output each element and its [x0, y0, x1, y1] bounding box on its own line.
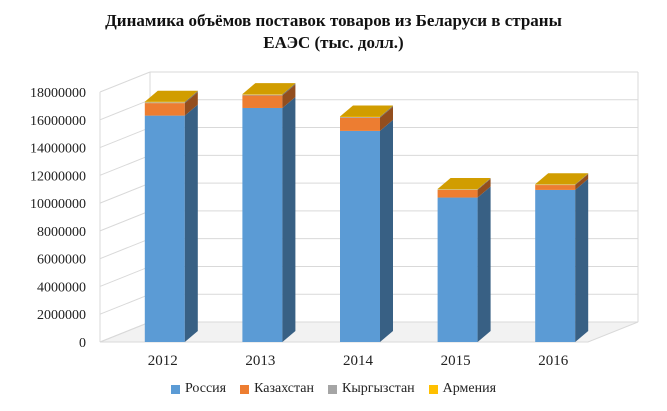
bar-2012-1-side — [184, 92, 198, 116]
bar-2014-top — [340, 105, 393, 117]
legend-item: Казахстан — [240, 381, 314, 397]
legend-swatch — [170, 384, 180, 394]
bar-2015-1-front — [437, 189, 478, 198]
legend-label: Кыргызстан — [342, 381, 415, 396]
chart-title-line-2: ЕАЭС (тыс. долл.) — [263, 33, 404, 52]
bar-2013-1-front — [242, 95, 283, 108]
bar-2012-2-front — [144, 102, 185, 104]
legend-label: Россия — [184, 381, 227, 396]
bar-2012-top — [144, 90, 198, 102]
bar-2016-3-side — [575, 173, 589, 185]
y-tick-label: 8000000 — [37, 225, 86, 240]
axis-layer: 0 2000000 4000000 6000000 8000000 10000000 120… — [30, 86, 86, 351]
legend-item: Армения — [428, 381, 497, 397]
chart-title: Динамика объёмов поставок товаров из Бел… — [0, 10, 667, 54]
bar-2016-0-side — [575, 178, 589, 342]
bar-2015-2-side — [477, 178, 491, 190]
bar-stack-2012 — [144, 90, 198, 342]
legend-label: Армения — [442, 381, 497, 396]
bars-layer — [144, 83, 589, 342]
bar-2015-top — [437, 177, 491, 189]
bar-2016-top — [535, 173, 589, 185]
y-tick-label: 16000000 — [30, 114, 86, 129]
legend-item: Кыргызстан — [328, 381, 415, 397]
bar-2013-top — [242, 83, 296, 95]
bar-stack-2015 — [437, 177, 491, 342]
x-tick-label: 2012 — [148, 353, 178, 369]
bar-2012-3-front — [144, 101, 185, 103]
y-tick-label: 4000000 — [37, 280, 86, 295]
bar-2012-2-side — [184, 91, 198, 104]
bar-2013-3-side — [282, 83, 296, 95]
y-tick-label: 2000000 — [37, 308, 86, 323]
gridline-side — [99, 293, 151, 315]
bar-2014-1-side — [380, 106, 393, 131]
bar-2015-3-side — [477, 177, 491, 190]
labels-layer: 2012 2013 2014 2015 2016 — [148, 353, 569, 369]
bar-2015-0-side — [477, 186, 491, 342]
gridline-side — [99, 238, 151, 260]
bar-2014-2-side — [380, 106, 393, 118]
gridline-side — [99, 182, 151, 204]
bar-stack-2014 — [340, 105, 393, 342]
bar-2015-0-front — [437, 197, 478, 342]
gridline-side — [99, 210, 151, 232]
bar-2016-1-front — [535, 185, 576, 190]
bar-2014-3-front — [340, 116, 380, 117]
bar-2014-0-front — [340, 130, 380, 342]
bar-2016-1-side — [575, 174, 589, 190]
bar-2013-0-side — [282, 96, 296, 342]
bar-2015-1-side — [477, 178, 491, 198]
y-tick-label: 14000000 — [30, 142, 86, 157]
gridline-side — [99, 127, 151, 149]
bar-2013-2-side — [282, 83, 296, 96]
bar-2014-3-side — [380, 105, 393, 117]
y-tick-label: 6000000 — [37, 253, 86, 268]
bar-2013-2-front — [242, 94, 283, 96]
bar-2013-3-front — [242, 94, 283, 95]
x-tick-label: 2015 — [441, 353, 471, 369]
bar-2014-1-front — [340, 117, 380, 131]
bar-2012-0-side — [184, 104, 198, 342]
gridline-side — [99, 154, 151, 176]
y-tick-label: 0 — [79, 336, 86, 351]
legend-swatch — [328, 384, 338, 394]
bar-2013-0-front — [242, 107, 283, 342]
bar-2015-2-front — [437, 189, 478, 190]
y-tick-label: 18000000 — [30, 86, 86, 101]
bar-2012-3-side — [184, 90, 198, 103]
bar-2014-0-side — [380, 119, 393, 342]
x-tick-label: 2014 — [343, 353, 374, 369]
chart-title-line-1: Динамика объёмов поставок товаров из Бел… — [105, 11, 562, 30]
x-tick-label: 2016 — [538, 353, 569, 369]
legend: Россия Казахстан Кыргызстан Армения — [0, 381, 667, 397]
legend-item: Россия — [170, 381, 227, 397]
bar-2012-0-front — [144, 115, 185, 342]
y-tick-label: 12000000 — [30, 169, 86, 184]
bar-2016-2-side — [575, 173, 589, 186]
legend-swatch — [428, 384, 438, 394]
legend-swatch — [240, 384, 250, 394]
bar-2013-1-side — [282, 84, 296, 108]
bar-stack-2016 — [535, 173, 589, 342]
gridline-side — [99, 265, 151, 287]
gridline-side — [99, 99, 151, 121]
bar-stack-2013 — [242, 83, 296, 342]
legend-label: Казахстан — [254, 381, 315, 396]
gridline-side — [99, 71, 151, 93]
gridline-side — [99, 321, 151, 343]
bar-2014-2-front — [340, 117, 380, 118]
y-tick-label: 10000000 — [30, 197, 86, 212]
bar-2016-0-front — [535, 189, 576, 342]
x-tick-label: 2013 — [245, 353, 275, 369]
bar-2012-1-front — [144, 103, 185, 116]
